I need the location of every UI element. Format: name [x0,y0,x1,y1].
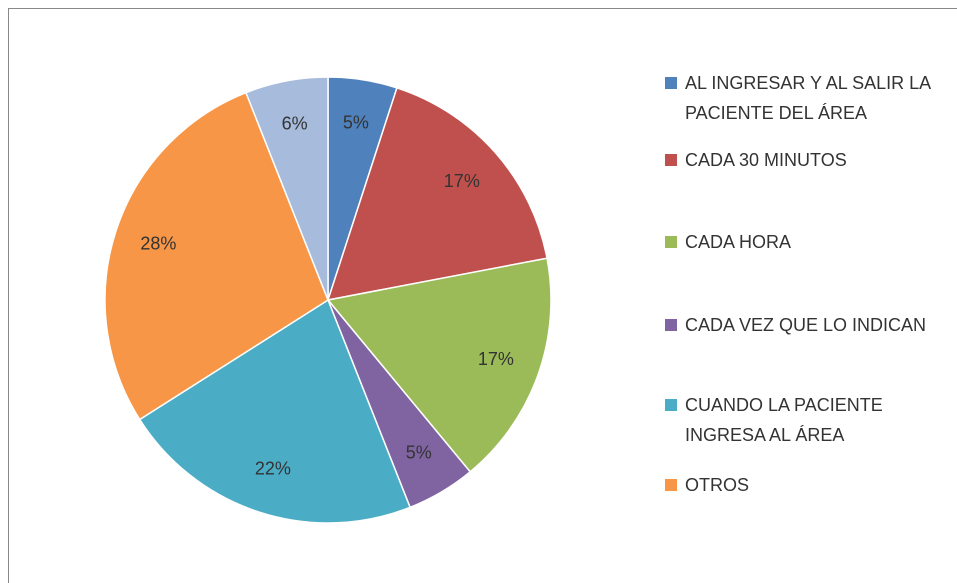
legend-swatch [665,236,677,248]
data-label: 17% [444,171,480,191]
legend-label: CADA HORA [685,232,792,252]
legend-label: CADA 30 MINUTOS [685,150,847,170]
data-label: 5% [343,113,369,133]
legend-swatch [665,479,677,491]
legend-item: CADA VEZ QUE LO INDICAN [665,310,950,340]
legend-swatch [665,399,677,411]
legend-item: CUANDO LA PACIENTE INGRESA AL ÁREA [665,390,950,450]
legend-label: OTROS [685,475,750,495]
legend-item: CADA HORA [665,227,950,257]
legend-swatch [665,319,677,331]
pie-slice [326,86,548,301]
data-label: 6% [282,114,308,134]
data-label: 22% [255,458,291,478]
chart-frame [8,8,957,583]
legend-item: CADA 30 MINUTOS [665,145,950,175]
legend-label: AL INGRESAR Y AL SALIR LA PACIENTE DEL Á… [685,73,931,123]
legend-swatch [665,154,677,166]
data-label: 28% [140,234,176,254]
data-label: 5% [406,442,432,462]
legend-swatch [665,77,677,89]
data-label: 17% [478,349,514,369]
pie-slice [244,76,329,301]
legend-item: OTROS [665,470,950,500]
legend-item: AL INGRESAR Y AL SALIR LA PACIENTE DEL Á… [665,68,950,128]
pie-slice [326,257,552,473]
legend-label: CADA VEZ QUE LO INDICAN [685,315,927,335]
pie-slice [138,298,412,524]
pie-slice [104,91,329,421]
legend-label: CUANDO LA PACIENTE INGRESA AL ÁREA [685,395,883,445]
